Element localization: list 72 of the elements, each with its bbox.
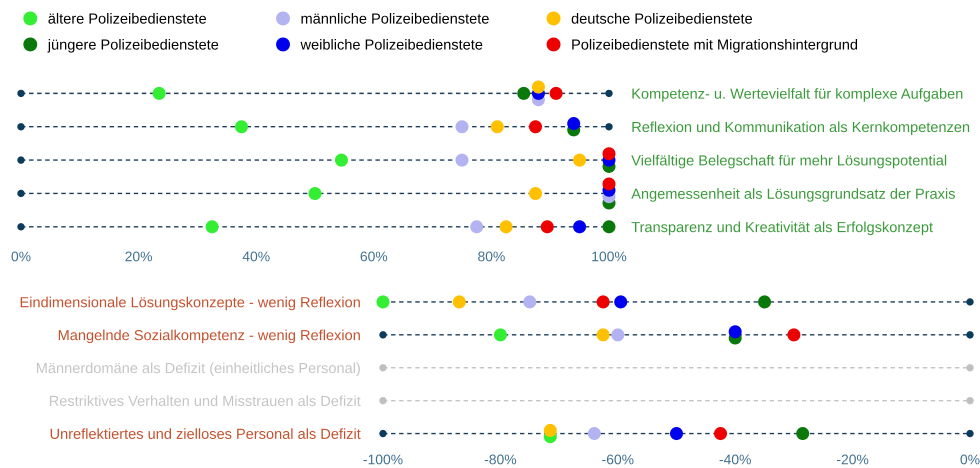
point bbox=[596, 295, 610, 308]
point bbox=[605, 90, 613, 98]
point bbox=[152, 86, 166, 100]
y-tick-label: Männerdomäne als Defizit (einheitliches Personal) bbox=[36, 362, 360, 376]
point bbox=[714, 427, 728, 440]
point bbox=[379, 396, 387, 404]
point bbox=[17, 90, 25, 98]
point bbox=[376, 295, 390, 308]
point bbox=[455, 154, 469, 167]
x-tick-label: 0% bbox=[12, 252, 31, 262]
point bbox=[517, 86, 530, 100]
point bbox=[596, 328, 610, 342]
x-tick-label: 60% bbox=[360, 252, 388, 262]
x-tick-label: -60% bbox=[602, 454, 634, 464]
point bbox=[966, 331, 974, 339]
y-tick-label: Transparenz und Kreativität als Erfolgskonzept bbox=[632, 222, 933, 236]
point bbox=[308, 186, 322, 200]
point bbox=[206, 220, 219, 234]
point bbox=[500, 220, 513, 234]
y-tick-label: Vielfältige Belegschaft für mehr Lösungspotential bbox=[631, 154, 946, 168]
y-tick-label: Eindimensionale Lösungskonzepte - wenig Reflexion bbox=[20, 296, 360, 310]
legend-label: männliche Polizeibedienstete bbox=[301, 13, 489, 24]
point bbox=[17, 156, 25, 164]
point bbox=[966, 298, 974, 306]
y-tick-label: Reflexion und Kommunikation als Kernkompetenzen bbox=[632, 121, 970, 136]
point bbox=[494, 328, 507, 342]
point bbox=[550, 86, 563, 100]
y-tick-label: Unreflektiertes und zielloses Personal als Defizit bbox=[50, 428, 361, 439]
point bbox=[787, 328, 800, 342]
legend-label: weibliche Polizeibedienstete bbox=[300, 38, 482, 50]
x-tick-label: 80% bbox=[478, 252, 505, 262]
point bbox=[379, 364, 387, 372]
point bbox=[588, 427, 601, 440]
legend-label: jüngere Polizeibedienstete bbox=[47, 38, 218, 53]
x-tick-label: 40% bbox=[242, 252, 270, 262]
point bbox=[605, 123, 613, 130]
point bbox=[528, 186, 542, 200]
point bbox=[614, 295, 628, 308]
x-tick-label: 0% bbox=[960, 454, 980, 464]
x-tick-label: -100% bbox=[364, 454, 403, 464]
point bbox=[17, 223, 25, 230]
point bbox=[528, 120, 542, 134]
x-tick-label: -40% bbox=[720, 454, 751, 464]
point bbox=[334, 154, 348, 167]
point bbox=[523, 295, 536, 308]
point bbox=[540, 220, 554, 234]
legend-label: Polizeibedienstete mit Migrationshintergrund bbox=[572, 38, 858, 53]
point bbox=[796, 427, 810, 440]
x-tick-label: 20% bbox=[125, 252, 152, 262]
legend-label: deutsche Polizeibedienstete bbox=[572, 13, 752, 24]
point bbox=[490, 120, 504, 134]
point bbox=[470, 220, 484, 234]
point bbox=[602, 220, 616, 234]
point bbox=[455, 120, 469, 134]
point bbox=[611, 328, 624, 342]
point bbox=[758, 295, 772, 308]
point bbox=[573, 154, 586, 167]
x-tick-label: -80% bbox=[484, 454, 516, 464]
y-tick-label: Kompetenz- u. Wertevielfalt für komplexe Aufgaben bbox=[632, 88, 962, 102]
point bbox=[17, 123, 25, 130]
legend-label: ältere Polizeibedienstete bbox=[48, 13, 206, 24]
x-tick-label: 100% bbox=[592, 252, 626, 262]
y-tick-label: Angemessenheit als Lösungsgrundsatz der Praxis bbox=[631, 188, 955, 202]
point bbox=[17, 190, 25, 198]
point bbox=[966, 430, 974, 438]
point bbox=[452, 295, 466, 308]
point bbox=[670, 427, 684, 440]
point bbox=[573, 220, 586, 234]
y-tick-label: Mangelnde Sozialkompetenz - wenig Reflexion bbox=[58, 330, 360, 344]
point bbox=[234, 120, 248, 134]
x-tick-label: -20% bbox=[837, 454, 868, 464]
y-tick-label: Restriktives Verhalten und Misstrauen als Defizit bbox=[50, 395, 361, 406]
